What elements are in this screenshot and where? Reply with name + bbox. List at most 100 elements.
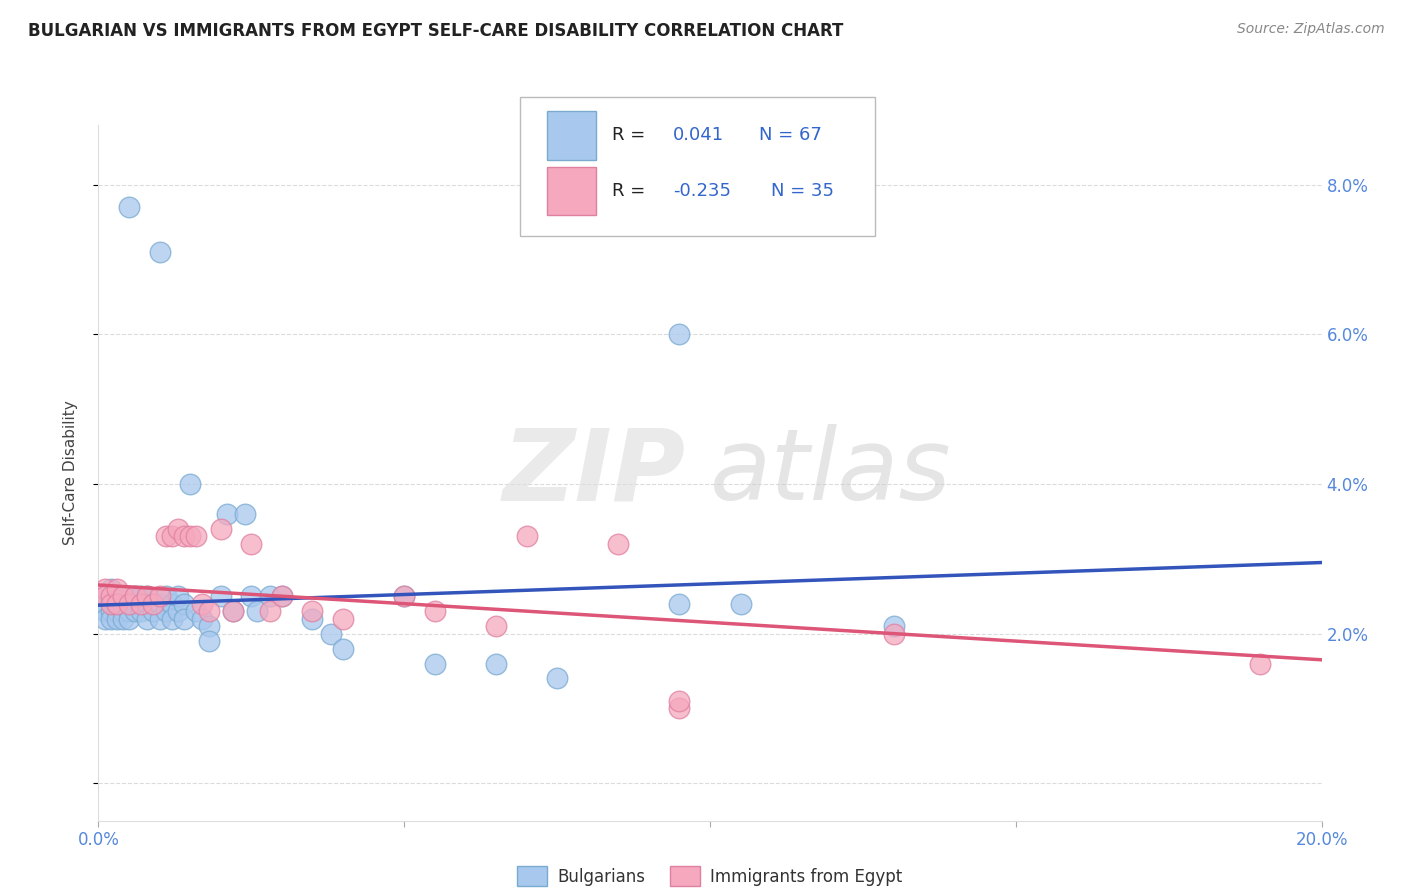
Point	[149, 597, 172, 611]
Point	[301, 612, 323, 626]
Point	[105, 597, 128, 611]
Point	[93, 604, 115, 618]
Point	[191, 612, 214, 626]
Point	[118, 589, 141, 603]
Point	[142, 597, 165, 611]
Point	[105, 612, 128, 626]
Text: R =: R =	[612, 127, 651, 145]
Point	[136, 589, 159, 603]
Point	[730, 597, 752, 611]
Point	[100, 612, 122, 626]
Point	[93, 597, 115, 611]
Point	[332, 612, 354, 626]
Point	[179, 477, 201, 491]
Point	[197, 634, 219, 648]
Point	[270, 589, 292, 603]
Point	[136, 597, 159, 611]
Point	[124, 604, 146, 618]
Point	[93, 612, 115, 626]
Y-axis label: Self-Care Disability: Self-Care Disability	[63, 401, 77, 545]
Point	[100, 582, 122, 596]
Point	[240, 537, 263, 551]
Point	[124, 597, 146, 611]
Point	[93, 589, 115, 603]
Point	[100, 597, 122, 611]
Point	[111, 612, 134, 626]
Point	[1249, 657, 1271, 671]
Point	[93, 589, 115, 603]
Bar	[547, 111, 596, 160]
Point	[105, 589, 128, 603]
Point	[516, 529, 538, 543]
Point	[118, 604, 141, 618]
Point	[149, 245, 172, 260]
Point	[392, 589, 416, 603]
Point	[546, 672, 568, 686]
Point	[155, 589, 177, 603]
Point	[105, 597, 128, 611]
Point	[186, 604, 208, 618]
Point	[668, 327, 690, 342]
Point	[209, 589, 232, 603]
Point	[209, 522, 232, 536]
Point	[423, 657, 446, 671]
Point	[167, 522, 190, 536]
Point	[319, 626, 342, 640]
Point	[668, 597, 690, 611]
Text: N = 67: N = 67	[759, 127, 823, 145]
Point	[191, 597, 214, 611]
Point	[179, 529, 201, 543]
Point	[485, 619, 508, 633]
Point	[259, 604, 281, 618]
Point	[118, 597, 141, 611]
Point	[149, 589, 172, 603]
Text: 0.041: 0.041	[673, 127, 724, 145]
Point	[129, 597, 152, 611]
Point	[118, 200, 141, 214]
Point	[167, 604, 190, 618]
Point	[129, 589, 152, 603]
Point	[100, 597, 122, 611]
Point	[124, 589, 146, 603]
Text: ZIP: ZIP	[502, 425, 686, 521]
Point	[160, 612, 183, 626]
Text: R =: R =	[612, 182, 651, 200]
Point	[485, 657, 508, 671]
Text: -0.235: -0.235	[673, 182, 731, 200]
Point	[233, 507, 256, 521]
Point	[129, 604, 152, 618]
Point	[215, 507, 238, 521]
Point	[136, 612, 159, 626]
Point	[155, 604, 177, 618]
Point	[100, 604, 122, 618]
Text: Source: ZipAtlas.com: Source: ZipAtlas.com	[1237, 22, 1385, 37]
Point	[105, 589, 128, 603]
Text: N = 35: N = 35	[772, 182, 834, 200]
Point	[93, 582, 115, 596]
Point	[100, 589, 122, 603]
Point	[160, 597, 183, 611]
Point	[155, 529, 177, 543]
Point	[607, 537, 630, 551]
Point	[111, 589, 134, 603]
Point	[160, 529, 183, 543]
Point	[118, 612, 141, 626]
Point	[100, 589, 122, 603]
Point	[197, 619, 219, 633]
Point	[111, 597, 134, 611]
Point	[173, 612, 195, 626]
Point	[668, 701, 690, 715]
Point	[105, 604, 128, 618]
Point	[270, 589, 292, 603]
Point	[222, 604, 245, 618]
Point	[668, 694, 690, 708]
Point	[111, 604, 134, 618]
Point	[332, 641, 354, 656]
Point	[259, 589, 281, 603]
Point	[392, 589, 416, 603]
Point	[301, 604, 323, 618]
Point	[111, 589, 134, 603]
Legend: Bulgarians, Immigrants from Egypt: Bulgarians, Immigrants from Egypt	[510, 860, 910, 892]
Point	[883, 619, 905, 633]
Point	[149, 612, 172, 626]
